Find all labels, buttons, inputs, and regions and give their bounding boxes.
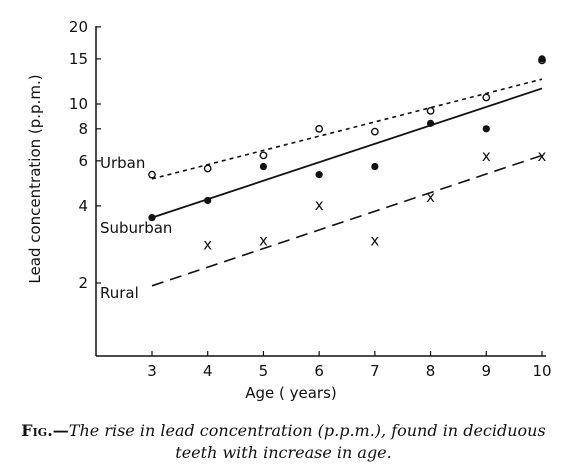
y-tick-label: 10 [69,95,88,113]
rural-point: x [315,196,324,214]
trend-lines [151,78,543,287]
data-points: x x x x x x x [148,55,547,254]
chart: 3 4 5 6 7 8 9 10 2 4 6 8 10 15 20 x x x x x x x Urban Suburba… [26,18,552,402]
suburban-point [204,196,212,205]
rural-point: x [259,232,268,250]
x-tick-label: 6 [314,362,324,380]
y-tick-label: 8 [78,120,88,138]
suburban-point [538,55,546,63]
figure-caption: Fig.—The rise in lead concentration (p.p… [0,420,567,464]
y-tick-label: 6 [78,152,88,170]
suburban-point [315,171,323,179]
urban-point [482,93,491,102]
caption-prefix: Fig.— [21,421,69,440]
y-tick-label: 20 [69,18,88,36]
urban-point [315,124,324,133]
x-tick-label: 4 [203,362,213,380]
suburban-trend-line [151,87,543,219]
x-tick-label: 3 [147,362,157,380]
axes: 3 4 5 6 7 8 9 10 2 4 6 8 10 15 20 [69,18,552,380]
suburban-label: Suburban [100,219,172,237]
rural-trend-line [151,154,543,287]
suburban-point [426,119,435,127]
urban-point [370,127,379,136]
rural-point: x [482,147,491,165]
rural-label: Rural [100,284,139,302]
suburban-point [371,162,379,171]
rural-point: x [203,236,212,254]
x-tick-label: 9 [482,362,492,380]
urban-point [426,106,435,115]
y-axis-label: Lead concentration (p.p.m.) [26,74,44,283]
y-tick-label: 4 [78,197,88,215]
x-tick-label: 8 [426,362,436,380]
rural-point: x [426,188,435,206]
rural-point: x [538,147,547,165]
x-tick-label: 10 [532,362,551,380]
urban-trend-line [151,78,543,180]
suburban-point [259,162,268,171]
urban-point [148,170,156,179]
x-tick-label: 5 [259,362,269,380]
y-tick-label: 15 [69,50,88,68]
suburban-point [482,125,490,133]
series-labels: Urban Suburban Rural [100,154,172,302]
urban-label: Urban [100,154,145,172]
x-axis-label: Age ( years) [245,384,337,402]
rural-point: x [370,232,379,250]
caption-text: The rise in lead concentration (p.p.m.),… [68,421,546,462]
suburban-point [148,214,156,222]
y-tick-label: 2 [78,274,88,292]
urban-point [259,151,268,160]
x-tick-label: 7 [370,362,380,380]
urban-point [203,164,212,173]
